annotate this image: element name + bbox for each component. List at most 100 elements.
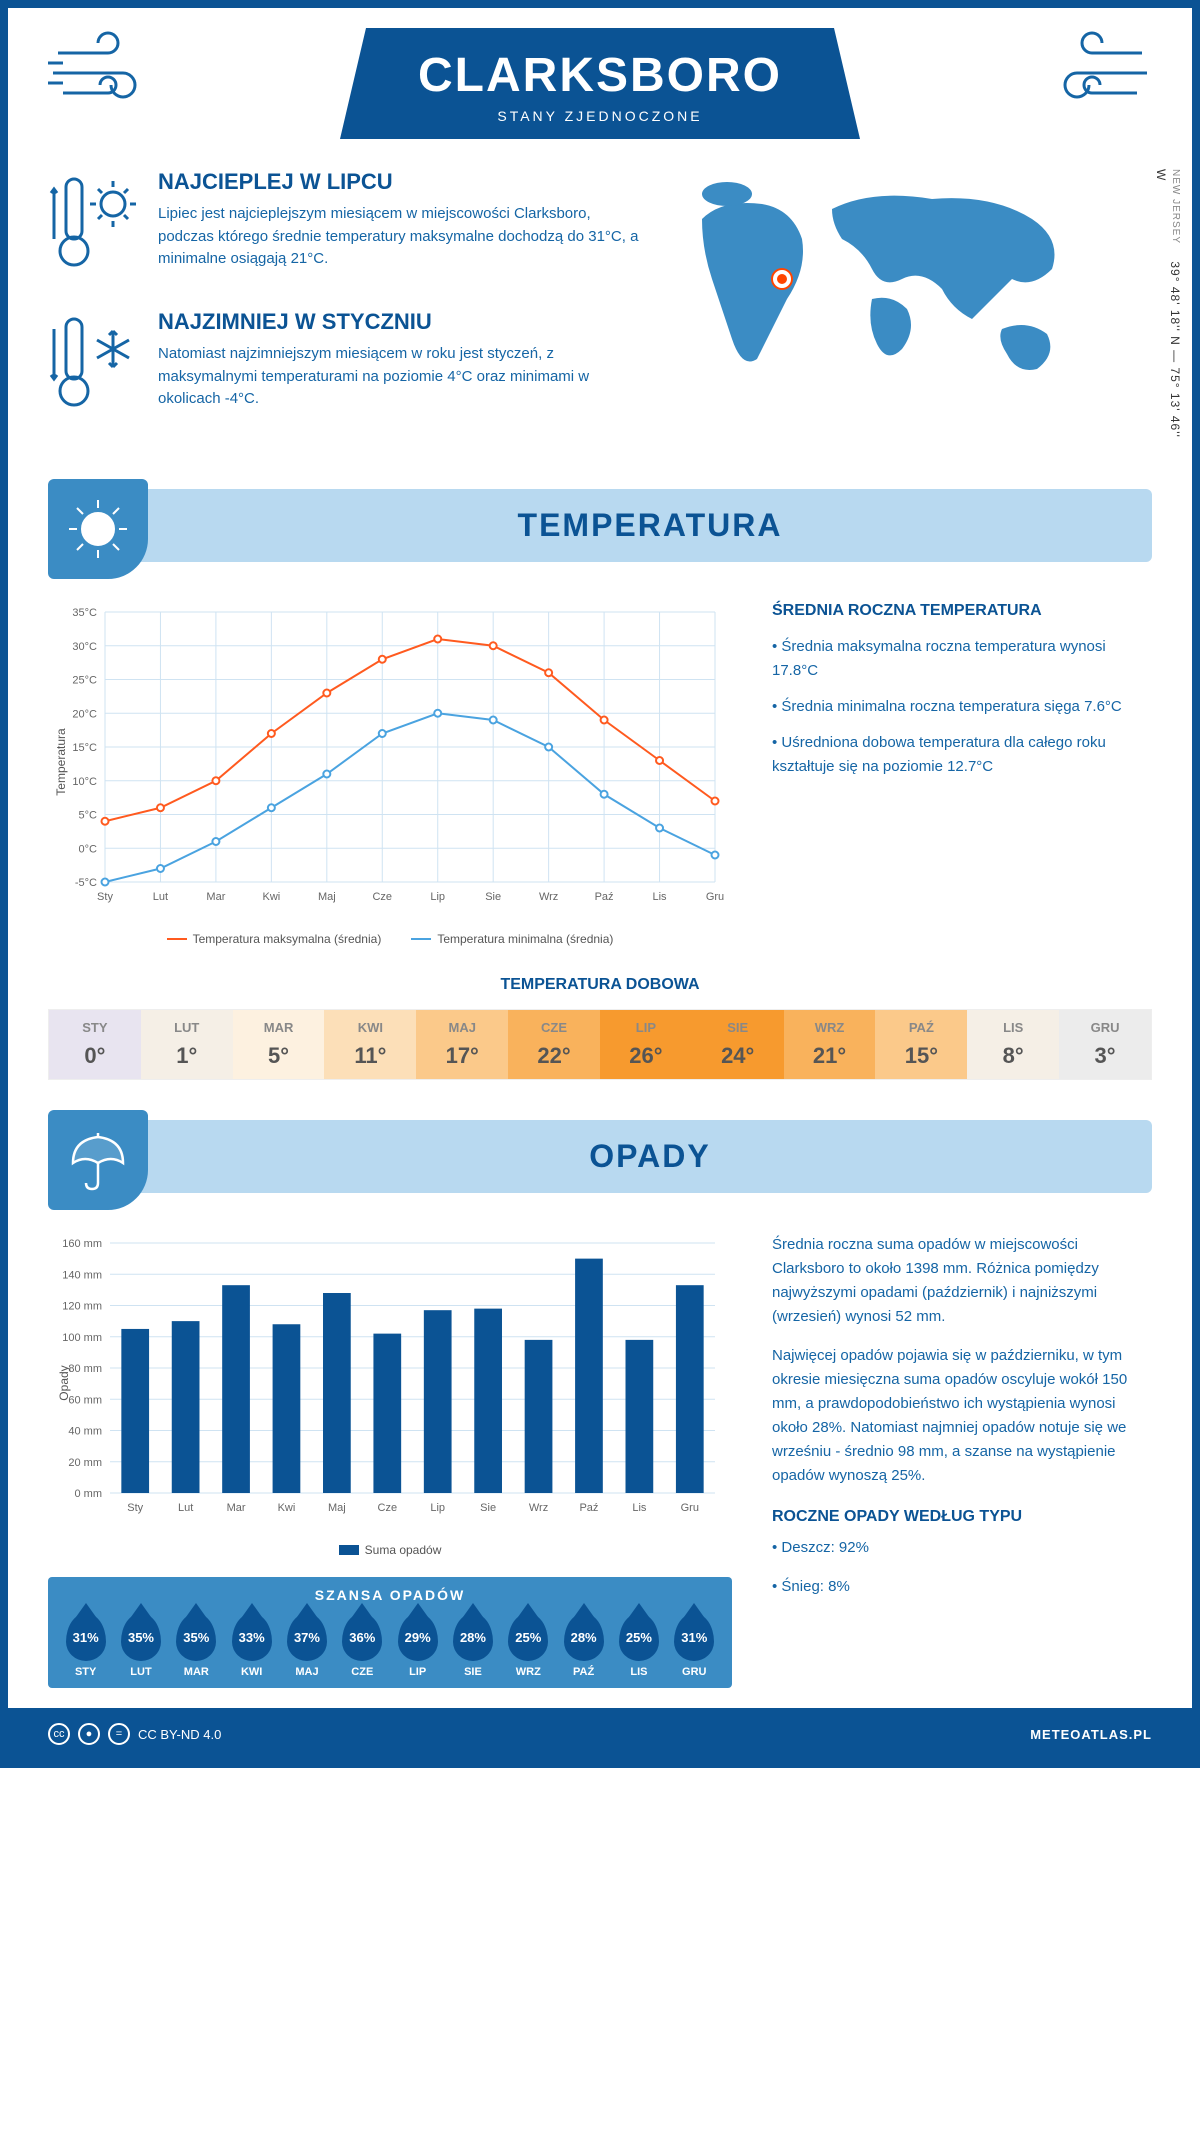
svg-text:Lut: Lut (153, 891, 168, 903)
site-name: METEOATLAS.PL (1030, 1727, 1152, 1742)
precip-title: OPADY (168, 1138, 1132, 1175)
precip-type-item: • Deszcz: 92% (772, 1536, 1152, 1560)
daily-temp-cell: MAJ17° (416, 1010, 508, 1079)
svg-text:Paź: Paź (579, 1502, 598, 1514)
title-banner: CLARKSBORO STANY ZJEDNOCZONE (168, 28, 1032, 139)
daily-temp-cell: STY0° (49, 1010, 141, 1079)
svg-text:Sie: Sie (485, 891, 501, 903)
temp-bullet: • Średnia minimalna roczna temperatura s… (772, 695, 1152, 719)
svg-text:Lis: Lis (653, 891, 668, 903)
daily-temp-cell: CZE22° (508, 1010, 600, 1079)
thermometer-cold-icon (48, 309, 138, 424)
svg-text:15°C: 15°C (72, 742, 97, 754)
svg-text:5°C: 5°C (79, 810, 98, 822)
svg-text:40 mm: 40 mm (68, 1426, 102, 1438)
temperature-legend: Temperatura maksymalna (średnia) Temperat… (48, 932, 732, 946)
svg-text:Kwi: Kwi (262, 891, 280, 903)
coldest-text: Natomiast najzimniejszym miesiącem w rok… (158, 343, 642, 411)
svg-text:0°C: 0°C (79, 843, 98, 855)
wind-icon-left (48, 28, 168, 118)
svg-text:Wrz: Wrz (529, 1502, 548, 1514)
svg-text:20°C: 20°C (72, 708, 97, 720)
svg-text:Temperatura: Temperatura (54, 728, 68, 796)
chance-drop: 28%PAŹ (564, 1613, 604, 1678)
svg-text:Mar: Mar (206, 891, 225, 903)
daily-temp-cell: LIS8° (967, 1010, 1059, 1079)
umbrella-icon (48, 1110, 148, 1210)
chance-drop: 31%GRU (674, 1613, 714, 1678)
svg-text:Gru: Gru (706, 891, 724, 903)
temp-bullet: • Średnia maksymalna roczna temperatura … (772, 635, 1152, 683)
daily-temp-cell: SIE24° (692, 1010, 784, 1079)
hottest-title: NAJCIEPLEJ W LIPCU (158, 169, 642, 195)
legend-item: Temperatura minimalna (średnia) (411, 932, 613, 946)
chance-drop: 36%CZE (342, 1613, 382, 1678)
location-marker-icon (773, 270, 791, 288)
wind-icon-right (1032, 28, 1152, 118)
temperature-title: TEMPERATURA (168, 507, 1132, 544)
precip-type-item: • Śnieg: 8% (772, 1575, 1152, 1599)
cc-icon: cc (48, 1723, 70, 1745)
svg-text:Cze: Cze (378, 1502, 398, 1514)
intro-section: NAJCIEPLEJ W LIPCU Lipiec jest najcieple… (8, 149, 1192, 479)
svg-text:160 mm: 160 mm (62, 1238, 102, 1250)
daily-temp-cell: LIP26° (600, 1010, 692, 1079)
temperature-content: -5°C0°C5°C10°C15°C20°C25°C30°C35°CStyLut… (8, 582, 1192, 966)
nd-icon: = (108, 1723, 130, 1745)
daily-temp-section: TEMPERATURA DOBOWA STY0° LUT1° MAR5° KWI… (8, 966, 1192, 1110)
city-name: CLARKSBORO (380, 48, 820, 103)
world-map-block: NEW JERSEY 39° 48' 18'' N — 75° 13' 46''… (672, 169, 1152, 449)
temperature-line-chart: -5°C0°C5°C10°C15°C20°C25°C30°C35°CStyLut… (48, 602, 732, 922)
svg-text:100 mm: 100 mm (62, 1332, 102, 1344)
svg-text:140 mm: 140 mm (62, 1269, 102, 1281)
state-label: NEW JERSEY (1170, 169, 1181, 244)
daily-temp-cell: KWI11° (324, 1010, 416, 1079)
by-icon: ● (78, 1723, 100, 1745)
chance-drop: 25%WRZ (508, 1613, 548, 1678)
svg-text:Lis: Lis (632, 1502, 647, 1514)
svg-text:60 mm: 60 mm (68, 1394, 102, 1406)
svg-text:Lut: Lut (178, 1502, 193, 1514)
svg-text:20 mm: 20 mm (68, 1457, 102, 1469)
svg-text:120 mm: 120 mm (62, 1301, 102, 1313)
legend-item: Temperatura maksymalna (średnia) (167, 932, 382, 946)
precip-type-title: ROCZNE OPADY WEDŁUG TYPU (772, 1508, 1152, 1526)
svg-text:-5°C: -5°C (75, 877, 97, 889)
precip-section-header: OPADY (48, 1120, 1152, 1193)
precip-chance-box: SZANSA OPADÓW 31%STY 35%LUT 35%MAR 33%KW… (48, 1577, 732, 1688)
coordinates-label: NEW JERSEY 39° 48' 18'' N — 75° 13' 46''… (1154, 169, 1182, 449)
svg-text:Lip: Lip (430, 891, 445, 903)
coldest-title: NAJZIMNIEJ W STYCZNIU (158, 309, 642, 335)
daily-temp-cell: LUT1° (141, 1010, 233, 1079)
hottest-block: NAJCIEPLEJ W LIPCU Lipiec jest najcieple… (48, 169, 642, 284)
svg-text:Sie: Sie (480, 1502, 496, 1514)
svg-text:Lip: Lip (430, 1502, 445, 1514)
precip-bar-chart: 0 mm20 mm40 mm60 mm80 mm100 mm120 mm140 … (48, 1233, 732, 1533)
daily-temp-cell: GRU3° (1059, 1010, 1151, 1079)
svg-text:35°C: 35°C (72, 607, 97, 619)
daily-temp-cell: PAŹ15° (875, 1010, 967, 1079)
daily-temp-cell: MAR5° (233, 1010, 325, 1079)
svg-text:0 mm: 0 mm (75, 1488, 103, 1500)
license-text: CC BY-ND 4.0 (138, 1727, 221, 1742)
page-root: CLARKSBORO STANY ZJEDNOCZONE (0, 0, 1200, 1768)
chance-title: SZANSA OPADÓW (58, 1587, 722, 1603)
chance-drop: 31%STY (66, 1613, 106, 1678)
svg-text:Sty: Sty (97, 891, 113, 903)
chance-drop: 29%LIP (398, 1613, 438, 1678)
precip-para2: Najwięcej opadów pojawia się w październ… (772, 1344, 1152, 1488)
precip-content: 0 mm20 mm40 mm60 mm80 mm100 mm120 mm140 … (8, 1213, 1192, 1708)
svg-text:Paź: Paź (595, 891, 614, 903)
svg-text:10°C: 10°C (72, 776, 97, 788)
svg-text:Maj: Maj (318, 891, 336, 903)
svg-text:Kwi: Kwi (278, 1502, 296, 1514)
thermometer-hot-icon (48, 169, 138, 284)
chance-drop: 35%LUT (121, 1613, 161, 1678)
chance-drop: 35%MAR (176, 1613, 216, 1678)
svg-text:Mar: Mar (227, 1502, 246, 1514)
temperature-section-header: TEMPERATURA (48, 489, 1152, 562)
svg-text:30°C: 30°C (72, 641, 97, 653)
svg-text:Gru: Gru (681, 1502, 699, 1514)
temp-bullet: • Uśredniona dobowa temperatura dla całe… (772, 731, 1152, 779)
sun-icon (48, 479, 148, 579)
